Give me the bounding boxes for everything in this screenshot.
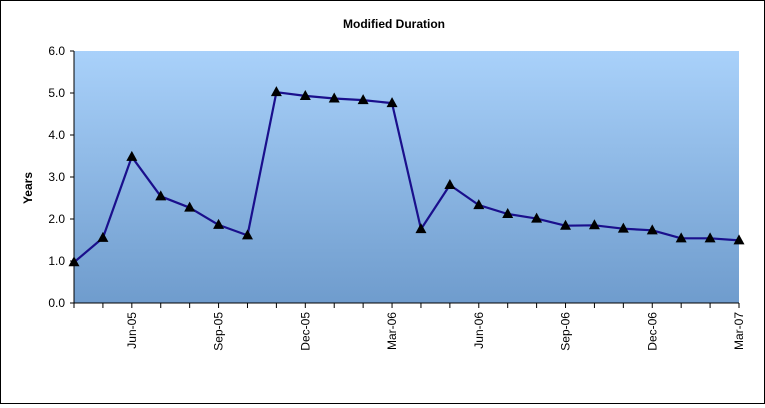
y-axis-label: Years [21, 172, 35, 204]
y-tick-label: 1.0 [48, 254, 65, 268]
data-point-marker [357, 94, 369, 105]
axes: 0.0 1.0 2.0 3.0 4.0 5.0 6.0 Jun-05 Sep-05 Dec-05 M… [48, 44, 746, 351]
x-tick-label: Jun-06 [472, 312, 486, 349]
data-point-marker [531, 212, 543, 223]
series-line [73, 91, 740, 264]
data-point-marker [646, 224, 658, 235]
data-point-marker [733, 234, 745, 245]
data-point-marker [386, 97, 398, 108]
data-point-marker [241, 229, 253, 240]
data-point-marker [299, 89, 311, 100]
data-point-marker [560, 219, 572, 230]
data-point-marker [270, 86, 282, 97]
y-tick-label: 5.0 [48, 86, 65, 100]
x-tick-label: Dec-06 [645, 312, 659, 351]
data-point-marker [213, 218, 225, 229]
data-point-marker [184, 201, 196, 212]
data-point-marker [97, 231, 109, 242]
series-layer [68, 86, 745, 267]
data-point-marker [415, 223, 427, 234]
data-point-marker [68, 256, 80, 267]
y-tick-label: 6.0 [48, 44, 65, 58]
y-tick-label: 3.0 [48, 170, 65, 184]
data-point-marker [704, 232, 716, 243]
data-point-marker [444, 178, 456, 189]
y-tick-label: 0.0 [48, 296, 65, 310]
data-point-marker [126, 150, 138, 161]
x-tick-label: Sep-05 [212, 312, 226, 351]
data-point-marker [675, 232, 687, 243]
y-tick-label: 2.0 [48, 212, 65, 226]
y-tick-label: 4.0 [48, 128, 65, 142]
data-point-marker [328, 92, 340, 103]
chart-title: Modified Duration [343, 17, 445, 31]
x-tick-label: Sep-06 [559, 312, 573, 351]
data-point-marker [155, 190, 167, 201]
data-point-marker [617, 222, 629, 233]
x-tick-label: Jun-05 [125, 312, 139, 349]
data-point-marker [473, 199, 485, 210]
x-tick-label: Dec-05 [298, 312, 312, 351]
plot-area [74, 51, 739, 303]
data-point-marker [588, 219, 600, 230]
x-tick-label: Mar-06 [385, 312, 399, 350]
x-tick-label: Mar-07 [732, 312, 746, 350]
data-point-marker [502, 207, 514, 218]
